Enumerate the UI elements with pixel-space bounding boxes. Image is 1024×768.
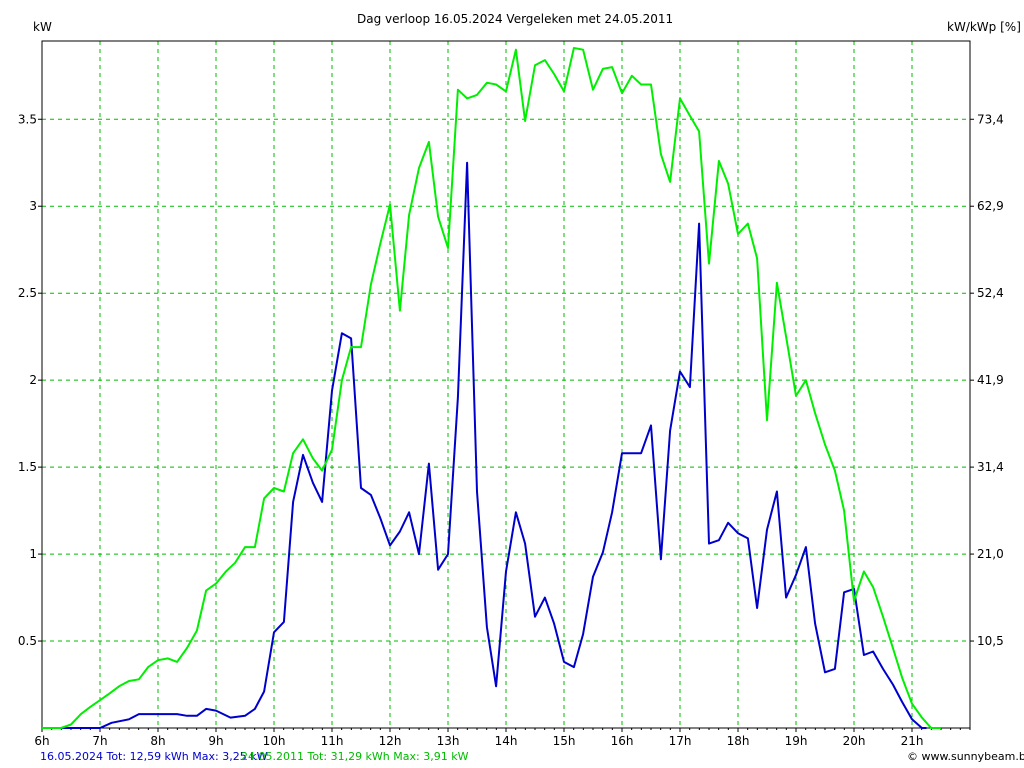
chart-title: Dag verloop 16.05.2024 Vergeleken met 24…	[357, 12, 674, 26]
legend-series-2024: 16.05.2024 Tot: 12,59 kWh Max: 3,25 kW	[40, 750, 268, 763]
y-tick-label: 1	[29, 547, 37, 561]
x-tick-label: 20h	[843, 734, 866, 748]
x-tick-label: 14h	[495, 734, 518, 748]
y-tick-label: 1.5	[18, 460, 37, 474]
y2-tick-label: 41,9	[977, 373, 1004, 387]
y-tick-label: 0.5	[18, 634, 37, 648]
x-tick-label: 15h	[553, 734, 576, 748]
x-tick-label: 9h	[208, 734, 223, 748]
x-tick-label: 11h	[321, 734, 344, 748]
y2-tick-label: 31,4	[977, 460, 1004, 474]
brand-link[interactable]: © www.sunnybeam.be	[907, 750, 1024, 763]
legend-series-2011: 24.05.2011 Tot: 31,29 kWh Max: 3,91 kW	[241, 750, 469, 763]
series-line-2011	[42, 47, 941, 729]
y-tick-label: 3	[29, 199, 37, 213]
x-tick-label: 17h	[669, 734, 692, 748]
y-tick-label: 2.5	[18, 286, 37, 300]
right-axis-unit: kW/kWp [%]	[947, 20, 1021, 34]
y-tick-label: 2	[29, 373, 37, 387]
series-layer	[42, 47, 941, 729]
x-tick-label: 19h	[785, 734, 808, 748]
brand-label: www.sunnybeam.be	[921, 750, 1024, 763]
x-tick-label: 12h	[379, 734, 402, 748]
y2-tick-label: 73,4	[977, 112, 1004, 126]
y2-tick-label: 62,9	[977, 199, 1004, 213]
x-tick-label: 21h	[901, 734, 924, 748]
y-tick-label: 3.5	[18, 112, 37, 126]
x-tick-label: 16h	[611, 734, 634, 748]
copyright-icon: ©	[907, 750, 918, 763]
y2-tick-label: 52,4	[977, 286, 1004, 300]
x-tick-label: 8h	[150, 734, 165, 748]
tick-labels: 6h 7h 8h 9h 10h 11h 12h 13h 14h 15h 16h 17h 18h 19h 20…	[18, 112, 1004, 748]
x-tick-label: 10h	[263, 734, 286, 748]
y2-tick-label: 21,0	[977, 547, 1004, 561]
x-tick-label: 13h	[437, 734, 460, 748]
y2-tick-label: 10,5	[977, 634, 1004, 648]
x-tick-label: 6h	[34, 734, 49, 748]
x-tick-label: 7h	[92, 734, 107, 748]
plot-frame	[41, 40, 971, 729]
series-line-2024	[42, 161, 927, 729]
grid-lines	[42, 41, 970, 728]
left-axis-unit: kW	[33, 20, 52, 34]
x-tick-label: 18h	[727, 734, 750, 748]
